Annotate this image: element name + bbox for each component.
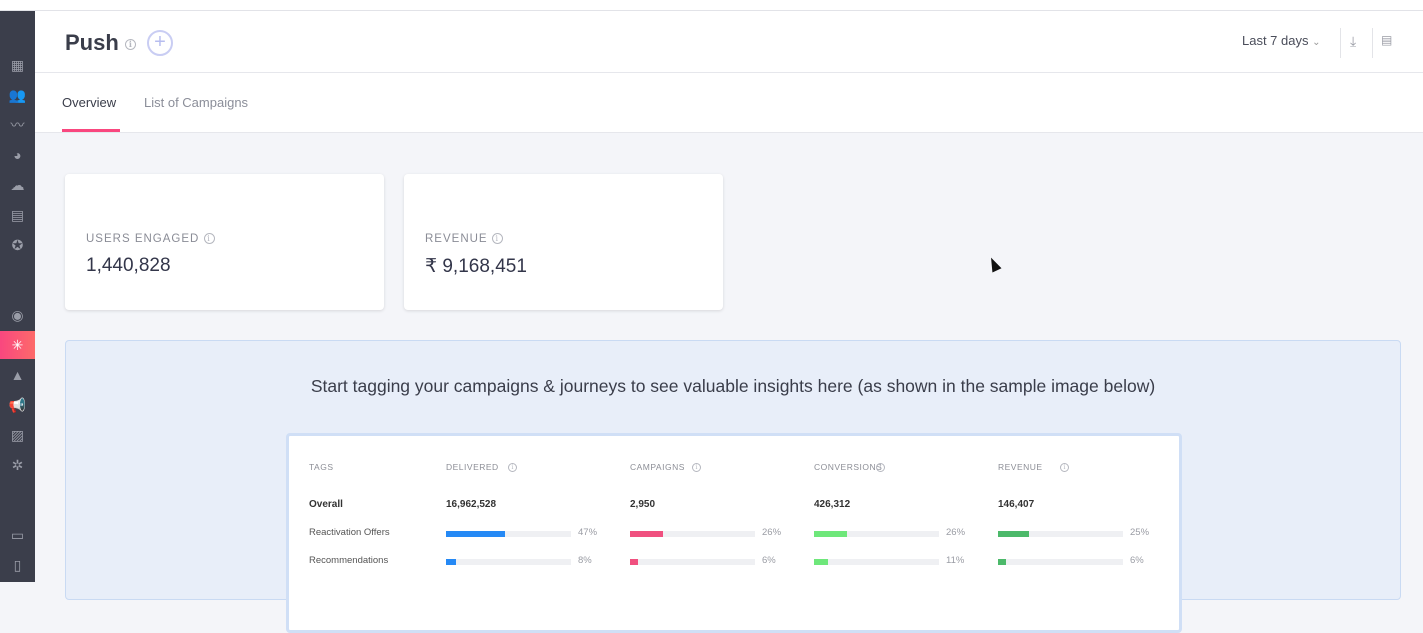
percent-label: 6% — [762, 555, 776, 566]
bar-fill — [446, 531, 505, 537]
bar-fill — [998, 531, 1030, 537]
row-label: Reactivation Offers — [309, 527, 390, 538]
bar-fill — [998, 559, 1006, 565]
overall-value: 16,962,528 — [446, 499, 497, 510]
bar-fill — [630, 531, 663, 537]
info-icon[interactable]: i — [491, 233, 503, 245]
bar-fill — [814, 559, 828, 565]
bar-track — [814, 559, 939, 565]
pie-chart-icon[interactable]: ◕ — [13, 147, 22, 163]
column-header: DELIVERED — [446, 462, 499, 472]
add-button[interactable]: + — [147, 30, 173, 56]
download-icon[interactable]: ⤓ — [1350, 33, 1357, 49]
page-title: Push i — [65, 30, 136, 56]
overall-value: 2,950 — [630, 499, 656, 510]
bar-fill — [630, 559, 638, 565]
bar-track — [998, 559, 1123, 565]
settings-icon[interactable]: ✲ — [11, 456, 24, 473]
bar-track — [814, 531, 939, 537]
label-text: USERS ENGAGED — [86, 233, 200, 245]
percent-label: 11% — [946, 555, 965, 566]
info-icon: i — [692, 462, 701, 473]
percent-label: 26% — [762, 527, 782, 538]
percent-label: 25% — [1130, 527, 1150, 538]
info-icon[interactable]: i — [124, 38, 136, 50]
chevron-down-icon: ⌄ — [1312, 37, 1321, 48]
report-icon[interactable]: ▤ — [1381, 33, 1393, 47]
column-header: REVENUE — [998, 462, 1043, 472]
tab-bar: Overview List of Campaigns — [35, 73, 1423, 133]
trend-icon[interactable]: 〰 — [10, 117, 25, 133]
percent-label: 26% — [946, 527, 966, 538]
bar-track — [998, 531, 1123, 537]
info-icon: i — [508, 462, 517, 473]
mobile-icon[interactable]: ▯ — [13, 556, 22, 573]
card-label: REVENUE i — [425, 233, 503, 245]
date-range-label: Last 7 days — [1242, 33, 1309, 48]
users-icon[interactable]: 👥 — [8, 86, 27, 103]
push-icon[interactable]: ✳ — [0, 331, 35, 359]
report-icon[interactable]: ▨ — [10, 426, 25, 443]
desktop-icon[interactable]: ▭ — [10, 526, 25, 543]
overall-value: 426,312 — [814, 499, 851, 510]
card-label: USERS ENGAGED i — [86, 233, 215, 245]
folder-icon[interactable]: ▤ — [10, 206, 25, 223]
row-label: Overall — [309, 499, 343, 510]
info-icon: i — [1060, 462, 1069, 473]
mouse-cursor — [986, 255, 1002, 273]
tagging-banner: Start tagging your campaigns & journeys … — [65, 340, 1401, 633]
column-header: TAGS — [309, 462, 334, 472]
bar-track — [446, 559, 571, 565]
info-icon[interactable]: i — [203, 233, 215, 245]
column-header: CONVERSIONS — [814, 462, 883, 472]
sample-image: TAGS DELIVERED i CAMPAIGNS i CONVERSIONS i REVE… — [286, 433, 1182, 633]
cloud-icon[interactable]: ☁ — [10, 176, 25, 193]
revenue-card: REVENUE i ₹ 9,168,451 — [404, 174, 723, 310]
sidebar: ▦ 👥 〰 ◕ ☁ ▤ ✪ ◉ ✳ ▲ 📢 ▨ ✲ ▭ ▯ — [0, 11, 35, 582]
bar-track — [630, 531, 755, 537]
eye-icon[interactable]: ◉ — [11, 306, 24, 323]
percent-label: 6% — [1130, 555, 1144, 566]
label-text: REVENUE — [425, 233, 488, 245]
percent-label: 47% — [578, 527, 598, 538]
tab-overview[interactable]: Overview — [62, 95, 117, 110]
bar-track — [446, 531, 571, 537]
row-label: Recommendations — [309, 555, 389, 566]
megaphone-icon[interactable]: 📢 — [8, 396, 27, 413]
divider — [1340, 28, 1341, 58]
bar-fill — [814, 531, 847, 537]
page-header: Push i + Last 7 days ⌄ ⤓ ▤ — [35, 11, 1423, 73]
banner-heading: Start tagging your campaigns & journeys … — [310, 376, 1156, 396]
rocket-icon[interactable]: ▲ — [10, 367, 25, 383]
overall-value: 146,407 — [998, 499, 1035, 510]
percent-label: 8% — [578, 555, 592, 566]
award-icon[interactable]: ✪ — [11, 236, 24, 253]
bar-fill — [446, 559, 456, 565]
title-text: Push — [65, 30, 119, 55]
bar-track — [630, 559, 755, 565]
dashboard-icon[interactable]: ▦ — [10, 56, 25, 73]
info-icon: i — [876, 462, 885, 473]
card-value: ₹ 9,168,451 — [425, 256, 527, 277]
tab-list-of-campaigns[interactable]: List of Campaigns — [144, 95, 249, 110]
top-strip — [0, 0, 1423, 11]
divider — [1372, 28, 1373, 58]
column-header: CAMPAIGNS — [630, 462, 685, 472]
date-range-dropdown[interactable]: Last 7 days ⌄ — [1242, 33, 1321, 48]
card-value: 1,440,828 — [86, 255, 171, 276]
active-tab-indicator — [62, 129, 120, 132]
users-engaged-card: USERS ENGAGED i 1,440,828 — [65, 174, 384, 310]
